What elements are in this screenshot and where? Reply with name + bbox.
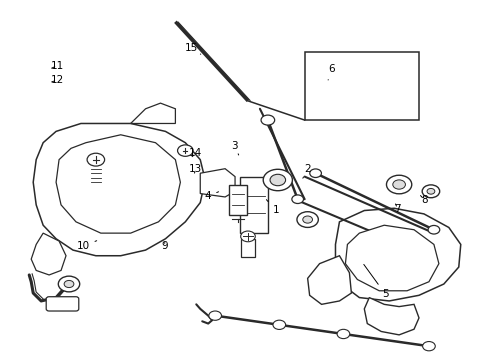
Polygon shape bbox=[200, 169, 235, 197]
Text: 1: 1 bbox=[266, 200, 279, 215]
Text: 5: 5 bbox=[363, 264, 388, 299]
FancyBboxPatch shape bbox=[46, 297, 79, 311]
Text: 8: 8 bbox=[420, 195, 427, 204]
Text: 14: 14 bbox=[189, 148, 202, 158]
Bar bbox=[229, 185, 246, 215]
Circle shape bbox=[261, 115, 274, 125]
Polygon shape bbox=[33, 123, 205, 256]
Circle shape bbox=[427, 225, 439, 234]
Circle shape bbox=[392, 180, 405, 189]
Text: 7: 7 bbox=[393, 203, 400, 213]
Text: 6: 6 bbox=[327, 64, 335, 80]
Polygon shape bbox=[364, 298, 418, 335]
Polygon shape bbox=[345, 225, 438, 291]
Bar bbox=[304, 52, 418, 120]
Text: 12: 12 bbox=[51, 75, 64, 85]
Circle shape bbox=[87, 153, 104, 166]
Circle shape bbox=[58, 276, 80, 292]
Circle shape bbox=[269, 174, 285, 186]
Circle shape bbox=[272, 320, 285, 329]
Circle shape bbox=[64, 280, 74, 288]
Polygon shape bbox=[335, 208, 460, 301]
Circle shape bbox=[421, 185, 439, 198]
Text: 3: 3 bbox=[231, 141, 238, 155]
Bar bbox=[241, 239, 254, 257]
Circle shape bbox=[336, 329, 349, 339]
Circle shape bbox=[422, 342, 434, 351]
Circle shape bbox=[208, 311, 221, 320]
Circle shape bbox=[291, 195, 303, 203]
Polygon shape bbox=[307, 256, 351, 304]
Circle shape bbox=[177, 145, 193, 156]
Polygon shape bbox=[56, 135, 180, 233]
Text: 2: 2 bbox=[302, 164, 310, 178]
Text: 11: 11 bbox=[51, 61, 64, 71]
Text: 13: 13 bbox=[189, 164, 202, 174]
Circle shape bbox=[386, 175, 411, 194]
Circle shape bbox=[263, 169, 292, 191]
Text: 10: 10 bbox=[76, 241, 97, 251]
Circle shape bbox=[296, 212, 318, 228]
Circle shape bbox=[302, 216, 312, 223]
Circle shape bbox=[309, 169, 321, 177]
Circle shape bbox=[240, 231, 255, 242]
Bar bbox=[240, 177, 267, 233]
Text: 4: 4 bbox=[204, 191, 218, 201]
Circle shape bbox=[426, 188, 434, 194]
Text: 15: 15 bbox=[184, 43, 201, 54]
Polygon shape bbox=[130, 103, 175, 123]
Text: 9: 9 bbox=[161, 241, 167, 251]
Polygon shape bbox=[31, 233, 66, 275]
